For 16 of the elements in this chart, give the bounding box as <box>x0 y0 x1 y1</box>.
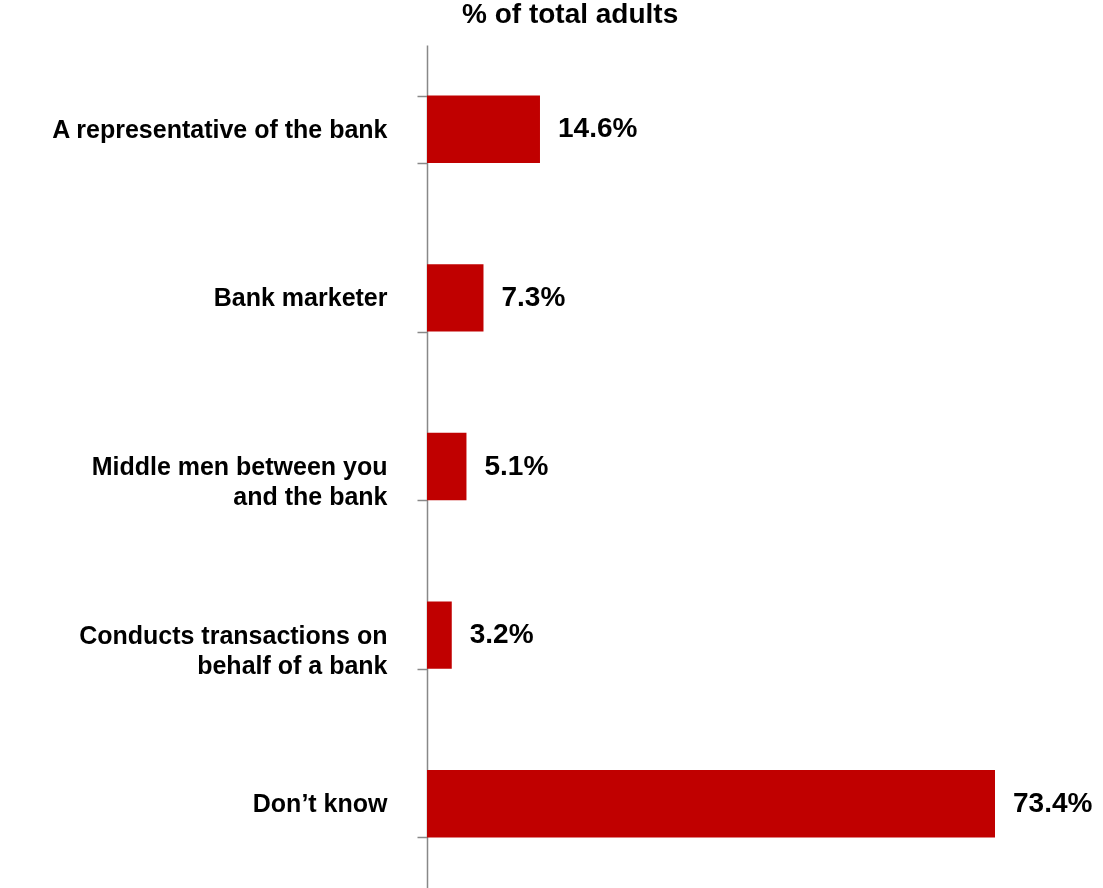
y-tick-label: Bank marketer <box>213 283 388 312</box>
data-label: 73.4% <box>1013 786 1093 818</box>
y-tick-label: Middle men between you and the bank <box>91 452 388 510</box>
y-tick-label: Don’t know <box>252 789 389 818</box>
y-tick-label: Conducts transactions on behalf of a bank <box>79 620 388 679</box>
data-label: 14.6% <box>557 112 638 144</box>
data-label: 5.1% <box>484 449 549 481</box>
y-tick-label: A representative of the bank <box>52 114 388 143</box>
bar <box>427 95 540 164</box>
data-label: 7.3% <box>501 280 566 312</box>
data-label: 3.2% <box>469 618 534 650</box>
chart-title: % of total adults <box>462 0 679 29</box>
bar <box>427 432 467 501</box>
bar <box>427 769 995 838</box>
bar <box>427 264 484 332</box>
bar <box>427 601 452 669</box>
